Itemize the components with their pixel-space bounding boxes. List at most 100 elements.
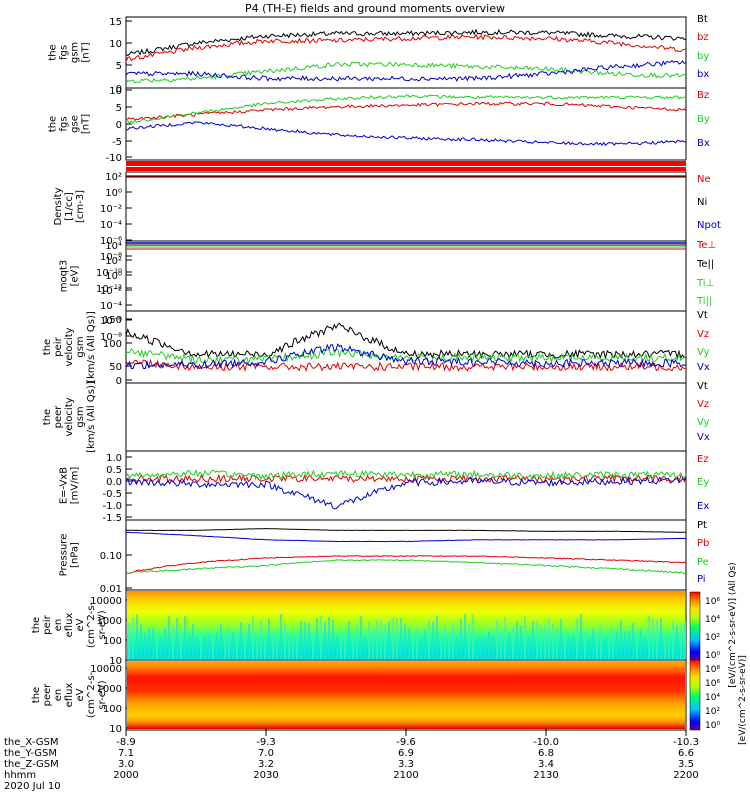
series-bz (125, 101, 687, 121)
ytick-label: 1000 (97, 616, 122, 627)
spectrogram-stripe (460, 618, 462, 659)
spectrogram-stripe (616, 630, 618, 659)
xaxis-value: 7.1 (118, 748, 134, 759)
xaxis-value: -9.6 (396, 737, 416, 748)
spectrogram-stripe (328, 616, 330, 659)
panel-frame-temperature (125, 240, 687, 312)
spectrogram-stripe (316, 618, 318, 659)
spectrogram-stripe (140, 624, 142, 659)
spectrogram-stripe (620, 619, 622, 659)
figure-title: P4 (TH-E) fields and ground moments over… (245, 2, 505, 15)
ylabel-line: sr-eV) (97, 610, 108, 639)
ytick-label: -5 (112, 137, 122, 148)
spectrogram-stripe (276, 632, 278, 659)
ytick-label: 10⁴ (105, 241, 122, 252)
ylabel-line: Density (53, 187, 64, 225)
xaxis-value: 3.3 (398, 759, 414, 770)
spectrogram-stripe (408, 628, 410, 659)
spectrogram-stripe (132, 617, 134, 659)
spectrogram-stripe (172, 625, 174, 659)
spectrogram-stripe (412, 632, 414, 659)
ytick-label: 10⁰ (105, 271, 122, 282)
spectrogram-stripe (364, 636, 366, 659)
ylabel-line: en (53, 619, 64, 632)
ytick-label: 10 (109, 86, 122, 97)
spectrogram-stripe (660, 618, 662, 659)
xaxis-value: 6.9 (398, 748, 414, 759)
spectrogram-stripe (640, 628, 642, 659)
marker-bar (126, 167, 686, 171)
panel-peir-eflux: 10000 1000 100 10 the peir en eflux eV (cm^2-s-sr… (31, 589, 687, 667)
ylabel-line: [nT] (81, 42, 92, 62)
series-pb (125, 555, 687, 575)
colorbar-label-2: [eV/(cm^2-s-sr-eV)] (738, 655, 748, 745)
colorbar-tick: 10⁰ (705, 651, 720, 661)
xaxis-value: 3.0 (118, 759, 134, 770)
ytick-label: -0.5 (102, 489, 122, 500)
panel-efield: 1.00.50.0-0.5-1.0-1.5 E=-VxB [mV/m] Ez Ey Ex (59, 450, 709, 524)
ylabel-line: the (48, 116, 59, 132)
panel-frame-fgs-gsm (125, 16, 687, 89)
spectrogram-stripe (372, 629, 374, 659)
legend-ni: Ni (697, 197, 707, 208)
spectrogram-stripe (596, 633, 598, 659)
xaxis-value: -10.0 (533, 737, 559, 748)
spectrogram-stripe (584, 630, 586, 659)
series-pi (126, 531, 687, 543)
spectrogram-stripe (256, 637, 258, 659)
ytick-label: 50 (109, 362, 122, 373)
spectrogram-stripe (228, 627, 230, 659)
ylabel-line: peir (53, 336, 64, 356)
spectrogram-stripe (524, 615, 526, 659)
spectrogram-stripe (492, 634, 494, 659)
spectrogram-stripe (680, 623, 682, 659)
xaxis-value: 2030 (253, 770, 278, 781)
panel-frame-peer-velocity (125, 382, 687, 452)
ytick-label: 0 (116, 120, 122, 131)
legend-ne: Ne (697, 174, 711, 185)
spectrogram-stripe (304, 622, 306, 659)
panel-peir-velocity: 150 100 50 0 the peir velocity gsm [km/s (All Qs… (42, 310, 710, 387)
ytick-label: -1.5 (102, 513, 122, 524)
legend-by: By (697, 114, 710, 125)
spectrogram-stripe (344, 632, 346, 659)
spectrogram-stripe (360, 615, 362, 659)
spectrogram-stripe (404, 624, 406, 659)
ylabel-line: velocity (64, 397, 75, 436)
colorbar-2 (689, 659, 701, 731)
spectrogram-stripe (652, 618, 654, 659)
spectrogram-stripe (472, 614, 474, 659)
colorbar-tick: 10⁸ (705, 665, 720, 675)
spectrogram-stripe (252, 616, 254, 659)
spectrogram-stripe (288, 630, 290, 659)
spectrogram-stripe (624, 631, 626, 659)
spectrogram-stripe (148, 627, 150, 659)
ylabel-line: eflux (64, 683, 75, 708)
ytick-label: 5 (116, 61, 122, 72)
spectrogram-stripe (556, 627, 558, 659)
panel-pressure: 0.10 0.01 Pressure [nPa] Pt Pb Pe Pi (59, 519, 709, 595)
spectrogram-stripe (188, 633, 190, 659)
spectrogram-stripe (424, 630, 426, 659)
colorbar-tick: 10⁴ (705, 693, 720, 703)
ylabel-line: [nT] (81, 114, 92, 134)
spectrogram-stripe (356, 625, 358, 659)
ylabel-line: gsm (75, 336, 86, 357)
spectrogram-stripe (268, 618, 270, 659)
series-bz (125, 33, 687, 63)
spectrogram-stripe (604, 638, 606, 659)
ylabel-line: moqt3 (59, 260, 70, 293)
spectrogram-stripe (340, 637, 342, 659)
spectrogram-stripe (388, 621, 390, 659)
spectrogram-stripe (612, 627, 614, 659)
spectrogram-stripe (272, 629, 274, 659)
series-pt (125, 527, 687, 533)
spectrogram-stripe (248, 623, 250, 659)
spectrogram-stripe (312, 631, 314, 659)
spectrogram-stripe (184, 615, 186, 659)
spectrogram-stripe (552, 622, 554, 659)
ytick-label: 0.5 (106, 465, 122, 476)
xaxis-value: 6.6 (678, 748, 694, 759)
ytick-label: 10⁻¹² (96, 284, 122, 295)
xaxis-value: 6.8 (538, 748, 554, 759)
